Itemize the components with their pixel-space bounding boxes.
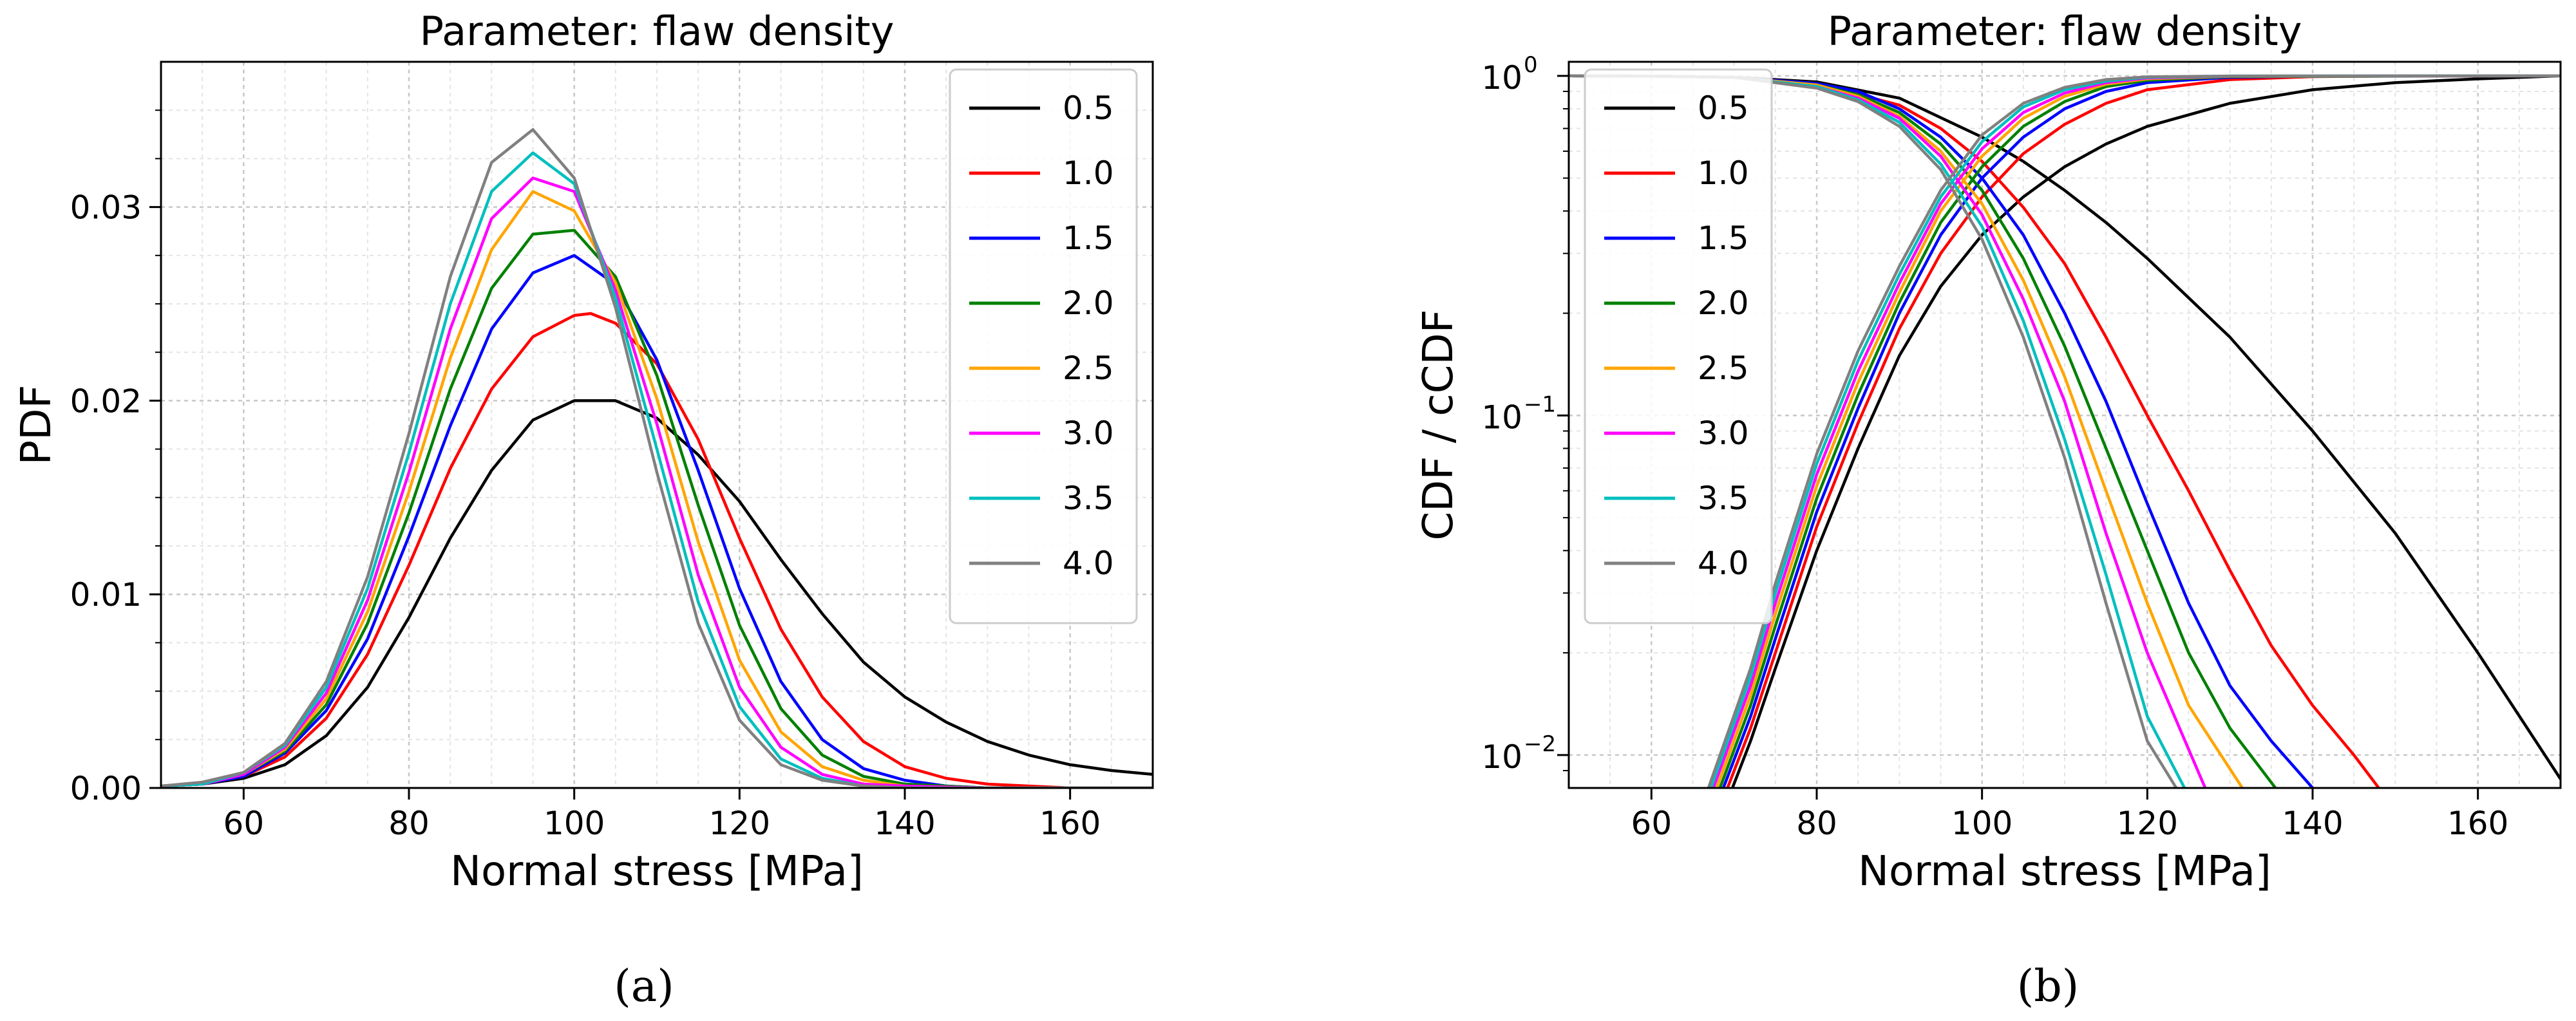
x-tick-label: 60 (223, 805, 265, 842)
legend-box (949, 68, 1138, 624)
y-tick-label-exponent: −1 (1524, 391, 1556, 417)
cdf-line-1.0 (1726, 74, 2561, 788)
x-tick-label: 160 (2447, 805, 2508, 842)
x-tick-label: 120 (2117, 805, 2178, 842)
series-line-0.5 (161, 399, 1153, 788)
pdf-chart-panel: 60 80 100 120 140 160 0.00 0.01 0.02 0.03 Paramet… (13, 8, 1154, 1012)
legend-label: 2.5 (1063, 350, 1114, 387)
legend-label: 1.5 (1698, 220, 1749, 257)
x-tick-label: 100 (1951, 805, 2012, 842)
y-tick-label: 0.03 (70, 189, 142, 227)
x-tick-label: 60 (1631, 805, 1672, 842)
y-tick-label-base: 10 (1481, 738, 1522, 776)
x-tick-label: 80 (388, 805, 430, 842)
cdf-chart-panel-label: (b) (2017, 961, 2079, 1012)
legend-label: 3.0 (1698, 415, 1749, 452)
legend-label: 1.0 (1063, 155, 1114, 192)
y-tick-label-base: 10 (1481, 398, 1522, 436)
legend-label: 3.5 (1063, 480, 1114, 517)
legend-label: 0.5 (1698, 89, 1749, 127)
cdf-line-4.0 (1707, 74, 2561, 788)
cdf-chart-ylabel: CDF / cCDF (1415, 310, 1463, 541)
legend-label: 3.0 (1063, 415, 1114, 452)
x-tick-label: 80 (1796, 805, 1837, 842)
pdf-chart-legend: 0.5 1.0 1.5 2.0 2.5 3.0 3.5 4.0 (949, 68, 1138, 624)
x-tick-label: 140 (2282, 805, 2343, 842)
legend-label: 4.0 (1063, 545, 1114, 582)
pdf-chart-plot-frame (160, 61, 1154, 789)
cdf-line-0.5 (1731, 74, 2561, 788)
legend-label: 0.5 (1063, 89, 1114, 127)
y-tick-label: 0.02 (70, 382, 142, 420)
cdf-chart-plot-frame (1567, 61, 2562, 789)
legend-label: 1.5 (1063, 220, 1114, 257)
series-line-2.0 (161, 229, 1153, 788)
cdf-line-2.0 (1718, 74, 2561, 788)
pdf-chart-ylabel: PDF (13, 385, 61, 465)
cdf-chart-legend: 0.5 1.0 1.5 2.0 2.5 3.0 3.5 4.0 (1584, 68, 1773, 624)
legend-label: 2.5 (1698, 350, 1749, 387)
y-tick-label: 0.00 (70, 770, 142, 807)
x-tick-label: 160 (1039, 805, 1101, 842)
x-tick-label: 120 (709, 805, 770, 842)
legend-box (1584, 68, 1773, 624)
series-line-1.0 (161, 312, 1153, 788)
pdf-chart-title: Parameter: flaw density (420, 8, 895, 55)
x-tick-label: 100 (544, 805, 605, 842)
y-tick-label: 0.01 (70, 576, 142, 614)
cdf-chart-title: Parameter: flaw density (1828, 8, 2302, 55)
y-tick-label-exponent: 0 (1524, 52, 1538, 78)
y-tick-label-base: 10 (1481, 59, 1522, 97)
legend-label: 3.5 (1698, 480, 1749, 517)
y-tick-label-exponent: −2 (1524, 731, 1556, 757)
x-tick-label: 140 (874, 805, 935, 842)
legend-label: 2.0 (1063, 285, 1114, 322)
cdf-chart-xlabel: Normal stress [MPa] (1858, 848, 2271, 895)
pdf-chart-xlabel: Normal stress [MPa] (450, 848, 864, 895)
legend-label: 2.0 (1698, 285, 1749, 322)
legend-label: 4.0 (1698, 545, 1749, 582)
pdf-chart-axis-ticks: 60 80 100 120 140 160 0.00 0.01 0.02 0.03 (70, 109, 1101, 842)
cdf-line-1.5 (1721, 74, 2561, 788)
legend-label: 1.0 (1698, 155, 1749, 192)
pdf-chart-panel-label: (a) (614, 961, 674, 1012)
